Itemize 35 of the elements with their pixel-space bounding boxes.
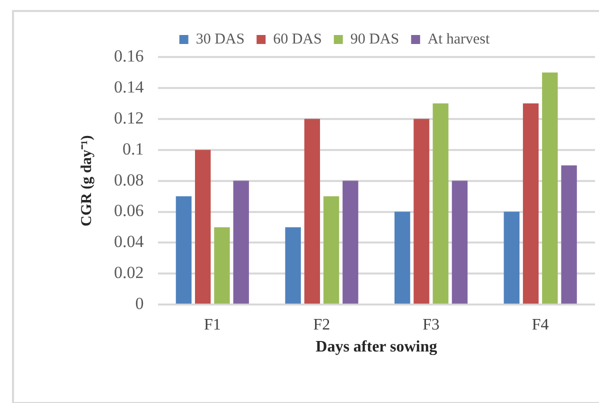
y-tick-label: 0.06 — [114, 201, 144, 220]
legend-label: 90 DAS — [350, 31, 400, 48]
bar — [233, 180, 249, 304]
y-tick-label: 0.12 — [114, 108, 144, 128]
y-tick-label: 0.1 — [122, 139, 144, 158]
y-tick-label: 0.04 — [114, 232, 144, 252]
bar — [542, 72, 558, 304]
x-tick-label: F4 — [532, 316, 549, 334]
bar — [394, 212, 410, 304]
y-tick-label: 0.14 — [114, 77, 144, 96]
y-tick-label: 0.08 — [114, 170, 144, 190]
bar — [414, 118, 430, 304]
bar — [214, 227, 230, 304]
x-axis-title: Days after sowing — [316, 338, 438, 356]
x-tick-label: F3 — [422, 316, 440, 334]
legend-label: 30 DAS — [196, 31, 245, 48]
bar — [285, 227, 301, 304]
y-tick-label: 0.02 — [114, 263, 144, 282]
bar — [504, 212, 520, 304]
bar — [452, 180, 468, 304]
legend-label: 60 DAS — [273, 31, 322, 48]
bar — [323, 196, 340, 304]
bar — [342, 180, 358, 304]
y-axis-title: CGR (g day⁻¹) — [78, 135, 95, 226]
legend-label: At harvest — [428, 31, 490, 48]
bar — [522, 103, 539, 304]
bar — [561, 165, 577, 304]
bar — [195, 150, 211, 304]
y-tick-label: 0.16 — [114, 46, 144, 66]
bar — [432, 103, 448, 304]
y-tick-label: 0 — [135, 294, 144, 314]
x-tick-label: F1 — [204, 316, 221, 334]
bar — [304, 118, 320, 304]
bar — [176, 196, 192, 304]
x-tick-label: F2 — [313, 316, 330, 334]
